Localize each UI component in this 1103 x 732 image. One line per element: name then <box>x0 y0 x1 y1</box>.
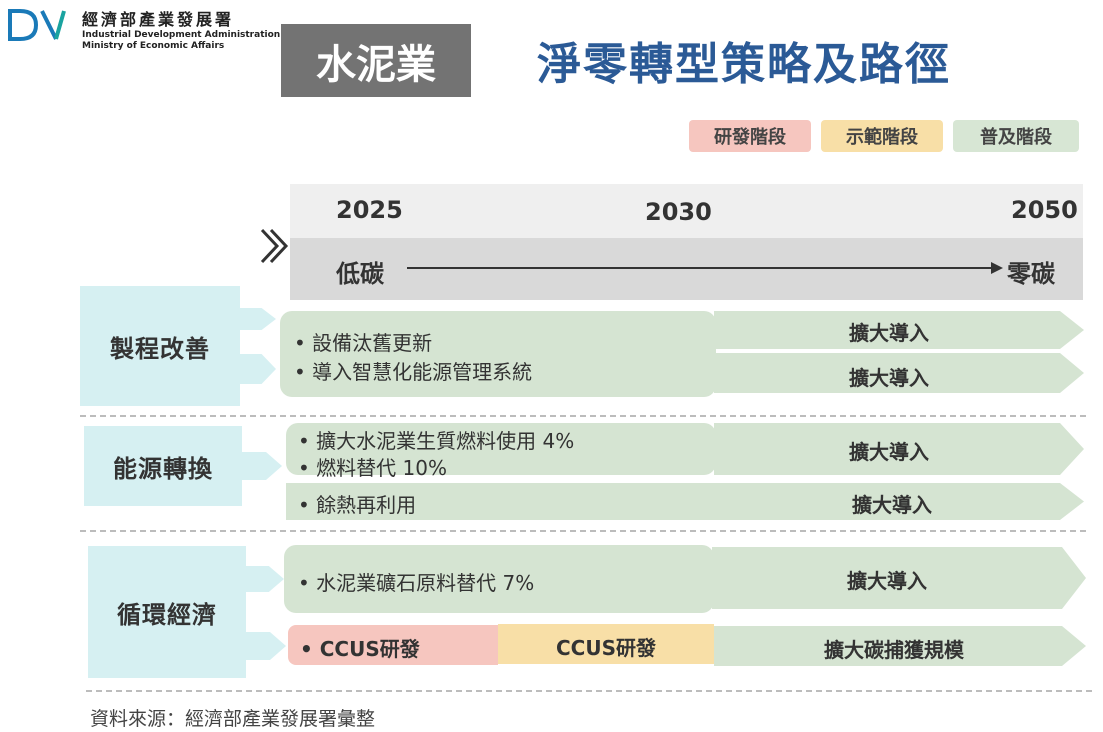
page-title: 淨零轉型策略及路徑 <box>537 39 951 90</box>
popularization-arrow <box>712 547 1086 609</box>
timeline-years-band <box>290 184 1083 238</box>
legend-demonstration: 示範階段 <box>821 120 943 152</box>
strategy-item: • 燃料替代 10% <box>298 456 447 480</box>
strategy-item: • 導入智慧化能源管理系統 <box>294 360 533 384</box>
source-note: 資料來源：經濟部產業發展署彙整 <box>90 708 376 730</box>
timeline-arrow-icon <box>407 262 1003 274</box>
popularization-arrow <box>714 626 1086 666</box>
category-connector <box>240 308 276 330</box>
year-2030: 2030 <box>645 198 712 226</box>
org-name-cn: 經濟部產業發展署 <box>82 10 235 29</box>
org-name-en-2: Ministry of Economic Affairs <box>82 41 225 51</box>
stage-pill <box>286 423 716 475</box>
arrow-label: 擴大導入 <box>847 569 927 593</box>
popularization-arrow <box>714 423 1084 475</box>
chevron-right-icon <box>260 228 289 264</box>
demonstration-stage-pill <box>498 624 714 664</box>
org-name-en-1: Industrial Development Administration <box>82 30 281 40</box>
arrow-label: 擴大導入 <box>852 493 932 517</box>
section-divider <box>80 415 1086 417</box>
strategy-item: CCUS研發 <box>556 636 656 660</box>
year-2025: 2025 <box>336 196 403 224</box>
research-stage-pill <box>288 625 498 665</box>
arrow-label: 擴大導入 <box>849 440 929 464</box>
category-connector <box>242 452 282 480</box>
arrow-label: 擴大導入 <box>849 366 929 390</box>
section-divider <box>80 530 1086 532</box>
timeline-end-label: 零碳 <box>1007 260 1055 288</box>
category-connector <box>246 566 284 592</box>
popularization-arrow <box>714 311 1084 349</box>
category-circular-economy: 循環經濟 <box>88 546 246 678</box>
logo-icon <box>8 9 66 41</box>
arrow-label: 擴大導入 <box>849 321 929 345</box>
category-connector <box>246 632 286 660</box>
popularization-arrow <box>714 353 1084 393</box>
legend-popularization: 普及階段 <box>953 120 1079 152</box>
stage-pill <box>280 311 716 397</box>
arrow-label: 擴大碳捕獲規模 <box>824 638 964 662</box>
strategy-item: • CCUS研發 <box>300 637 420 661</box>
year-2050: 2050 <box>1011 196 1078 224</box>
section-divider <box>86 690 1092 692</box>
stage-pill <box>284 545 714 613</box>
strategy-item: • 餘熱再利用 <box>298 493 417 517</box>
strategy-item: • 水泥業礦石原料替代 7% <box>298 571 535 595</box>
strategy-item: • 設備汰舊更新 <box>294 331 433 355</box>
category-process-improvement: 製程改善 <box>80 286 240 406</box>
industry-badge: 水泥業 <box>281 24 471 97</box>
strategy-item: • 擴大水泥業生質燃料使用 4% <box>298 429 575 453</box>
category-connector <box>240 354 276 384</box>
timeline-start-label: 低碳 <box>336 260 384 288</box>
legend-research: 研發階段 <box>689 120 811 152</box>
category-energy-transition: 能源轉換 <box>84 426 242 506</box>
popularization-arrow <box>286 483 1084 520</box>
